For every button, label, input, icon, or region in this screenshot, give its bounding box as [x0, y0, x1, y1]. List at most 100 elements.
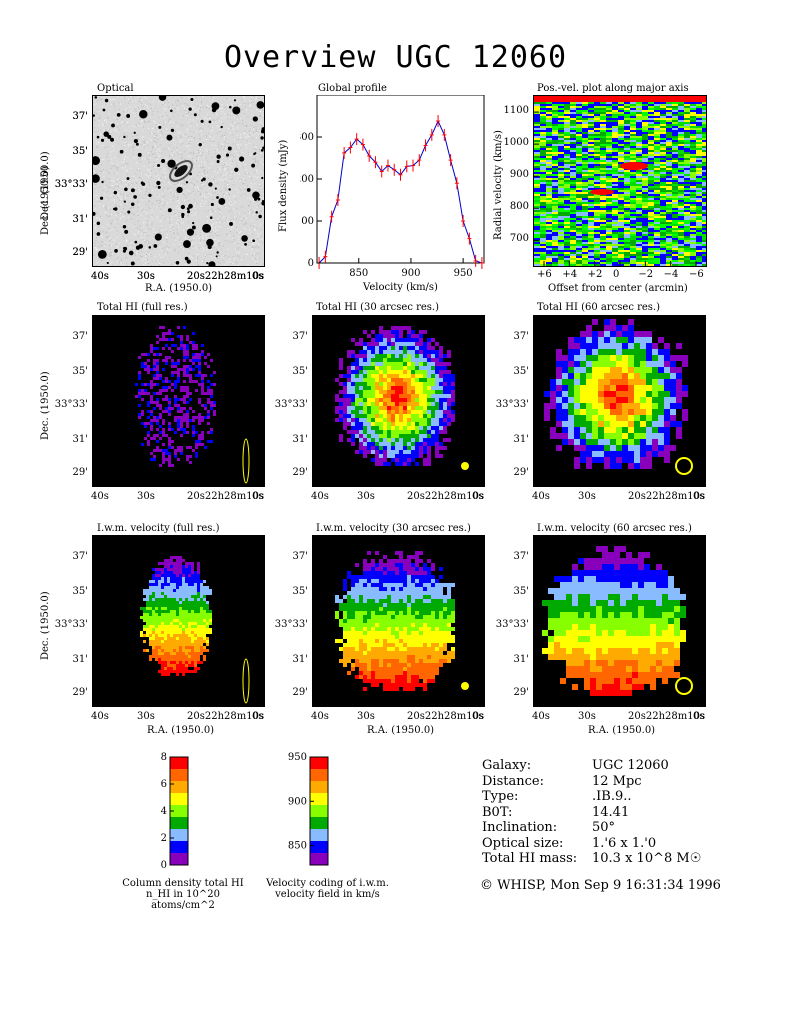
colorbar-swatch — [170, 769, 188, 782]
global-profile-point — [461, 215, 466, 227]
info-row: Inclination: 50° — [482, 820, 615, 835]
dec-tick-label: 31' — [72, 654, 88, 665]
star — [130, 261, 135, 266]
ra-tick-label: 40s — [532, 491, 550, 502]
ra-tick-label: 20s22h28m10s — [187, 711, 265, 722]
ra-tick-label: 30s — [578, 491, 596, 502]
ra-tick-label: 30s — [137, 271, 155, 282]
star — [209, 216, 213, 219]
star — [110, 137, 114, 142]
pv-ylabel: Radial velocity (km/s) — [493, 130, 504, 240]
star — [229, 221, 233, 226]
pv-title: Pos.-vel. plot along major axis — [537, 83, 689, 94]
hi-full-title: Total HI (full res.) — [97, 302, 188, 313]
global-profile-point — [373, 156, 378, 169]
colorbar-tick-label: 950 — [288, 752, 307, 763]
ra-tick-label: 0s — [252, 271, 264, 282]
star — [126, 114, 131, 118]
star — [218, 198, 226, 205]
dec-tick-label: 37' — [72, 111, 88, 122]
colorbar-swatch — [310, 853, 328, 866]
vel-60-title: I.w.m. velocity (60 arcsec res.) — [537, 523, 692, 534]
dec-tick-label: 37' — [513, 331, 529, 342]
ra-tick-label: 30s — [357, 711, 375, 722]
colorbar-swatch — [310, 757, 328, 770]
pv-ytick-label: 700 — [509, 233, 529, 245]
star — [187, 210, 191, 214]
ra-tick-label: 40s — [311, 711, 329, 722]
footer-credit: © WHISP, Mon Sep 9 16:31:34 1996 — [480, 878, 721, 893]
dec-tick-label: 35' — [513, 586, 529, 597]
star — [244, 242, 247, 246]
star — [148, 193, 152, 198]
global-profile-line — [318, 119, 483, 264]
ra-axis-label: R.A. (1950.0) — [588, 725, 656, 736]
pv-ytick-label: 1000 — [503, 137, 529, 149]
velocity-caption-line1: Velocity coding of i.w.m. — [266, 878, 389, 889]
info-label: Type: — [482, 789, 519, 804]
global-ytick-label: 200 — [300, 174, 314, 185]
star — [229, 105, 232, 109]
star — [186, 259, 191, 264]
info-value: 12 Mpc — [592, 773, 642, 789]
galaxy-image — [174, 165, 188, 177]
pv-emission — [590, 189, 614, 195]
star — [119, 149, 124, 154]
star — [210, 202, 214, 207]
dec-tick-label: 35' — [292, 366, 308, 377]
colorbar-swatch — [310, 769, 328, 782]
ra-axis-label: R.A. (1950.0) — [145, 283, 213, 294]
star — [158, 96, 167, 101]
star — [133, 138, 138, 144]
star — [158, 125, 162, 129]
dec-tick-label: 35' — [72, 366, 88, 377]
colorbar-tick-label: 0 — [161, 860, 167, 870]
star — [216, 251, 219, 254]
global-profile-point — [398, 168, 403, 181]
colorbar-swatch — [310, 793, 328, 806]
star — [202, 223, 212, 233]
star — [220, 125, 223, 129]
global-profile-point — [329, 210, 334, 223]
global-profile-point — [423, 139, 428, 152]
star — [122, 249, 126, 253]
beam-ellipse — [242, 438, 250, 484]
star — [127, 210, 131, 214]
star — [126, 177, 130, 181]
global-profile-point — [448, 154, 453, 167]
star — [94, 96, 98, 99]
info-value: UGC 12060 — [592, 758, 669, 773]
star — [198, 143, 202, 147]
colorbar-tick-label: 8 — [161, 752, 167, 763]
pv-xtick-label: +6 — [537, 269, 552, 280]
star — [190, 97, 194, 101]
global-xlabel: Velocity (km/s) — [362, 282, 438, 293]
pv-ytick-label: 800 — [509, 201, 529, 213]
star — [101, 180, 104, 184]
vel-60-map — [533, 535, 706, 707]
dec-tick-label: 35' — [513, 366, 529, 377]
ra-axis-label: R.A. (1950.0) — [147, 725, 215, 736]
dec-tick-label: 29' — [72, 467, 88, 478]
dec-tick-label: 31' — [72, 214, 88, 225]
global-profile-point — [392, 163, 397, 176]
pv-image — [533, 95, 707, 267]
global-profile-point — [367, 149, 372, 162]
density-colorbar: 8 6 4 2 0 — [140, 752, 200, 871]
dec-tick-label: 37' — [72, 111, 88, 122]
colorbar-swatch — [170, 781, 188, 794]
info-row: Type: .IB.9.. — [482, 789, 632, 804]
dec-tick-label: 35' — [72, 586, 88, 597]
ra-tick-label: 30s — [578, 711, 596, 722]
dec-tick-label: 33°33' — [495, 619, 529, 630]
star — [141, 182, 146, 186]
dec-tick-label: 35' — [72, 146, 88, 157]
dec-tick-label: 29' — [72, 247, 88, 258]
star — [123, 246, 126, 250]
star — [93, 114, 95, 117]
global-profile-point — [360, 138, 365, 151]
density-caption-line1: Column density total HI — [122, 878, 244, 889]
colorbar-swatch — [170, 829, 188, 842]
hi-60-map — [533, 315, 706, 487]
star — [191, 225, 196, 230]
